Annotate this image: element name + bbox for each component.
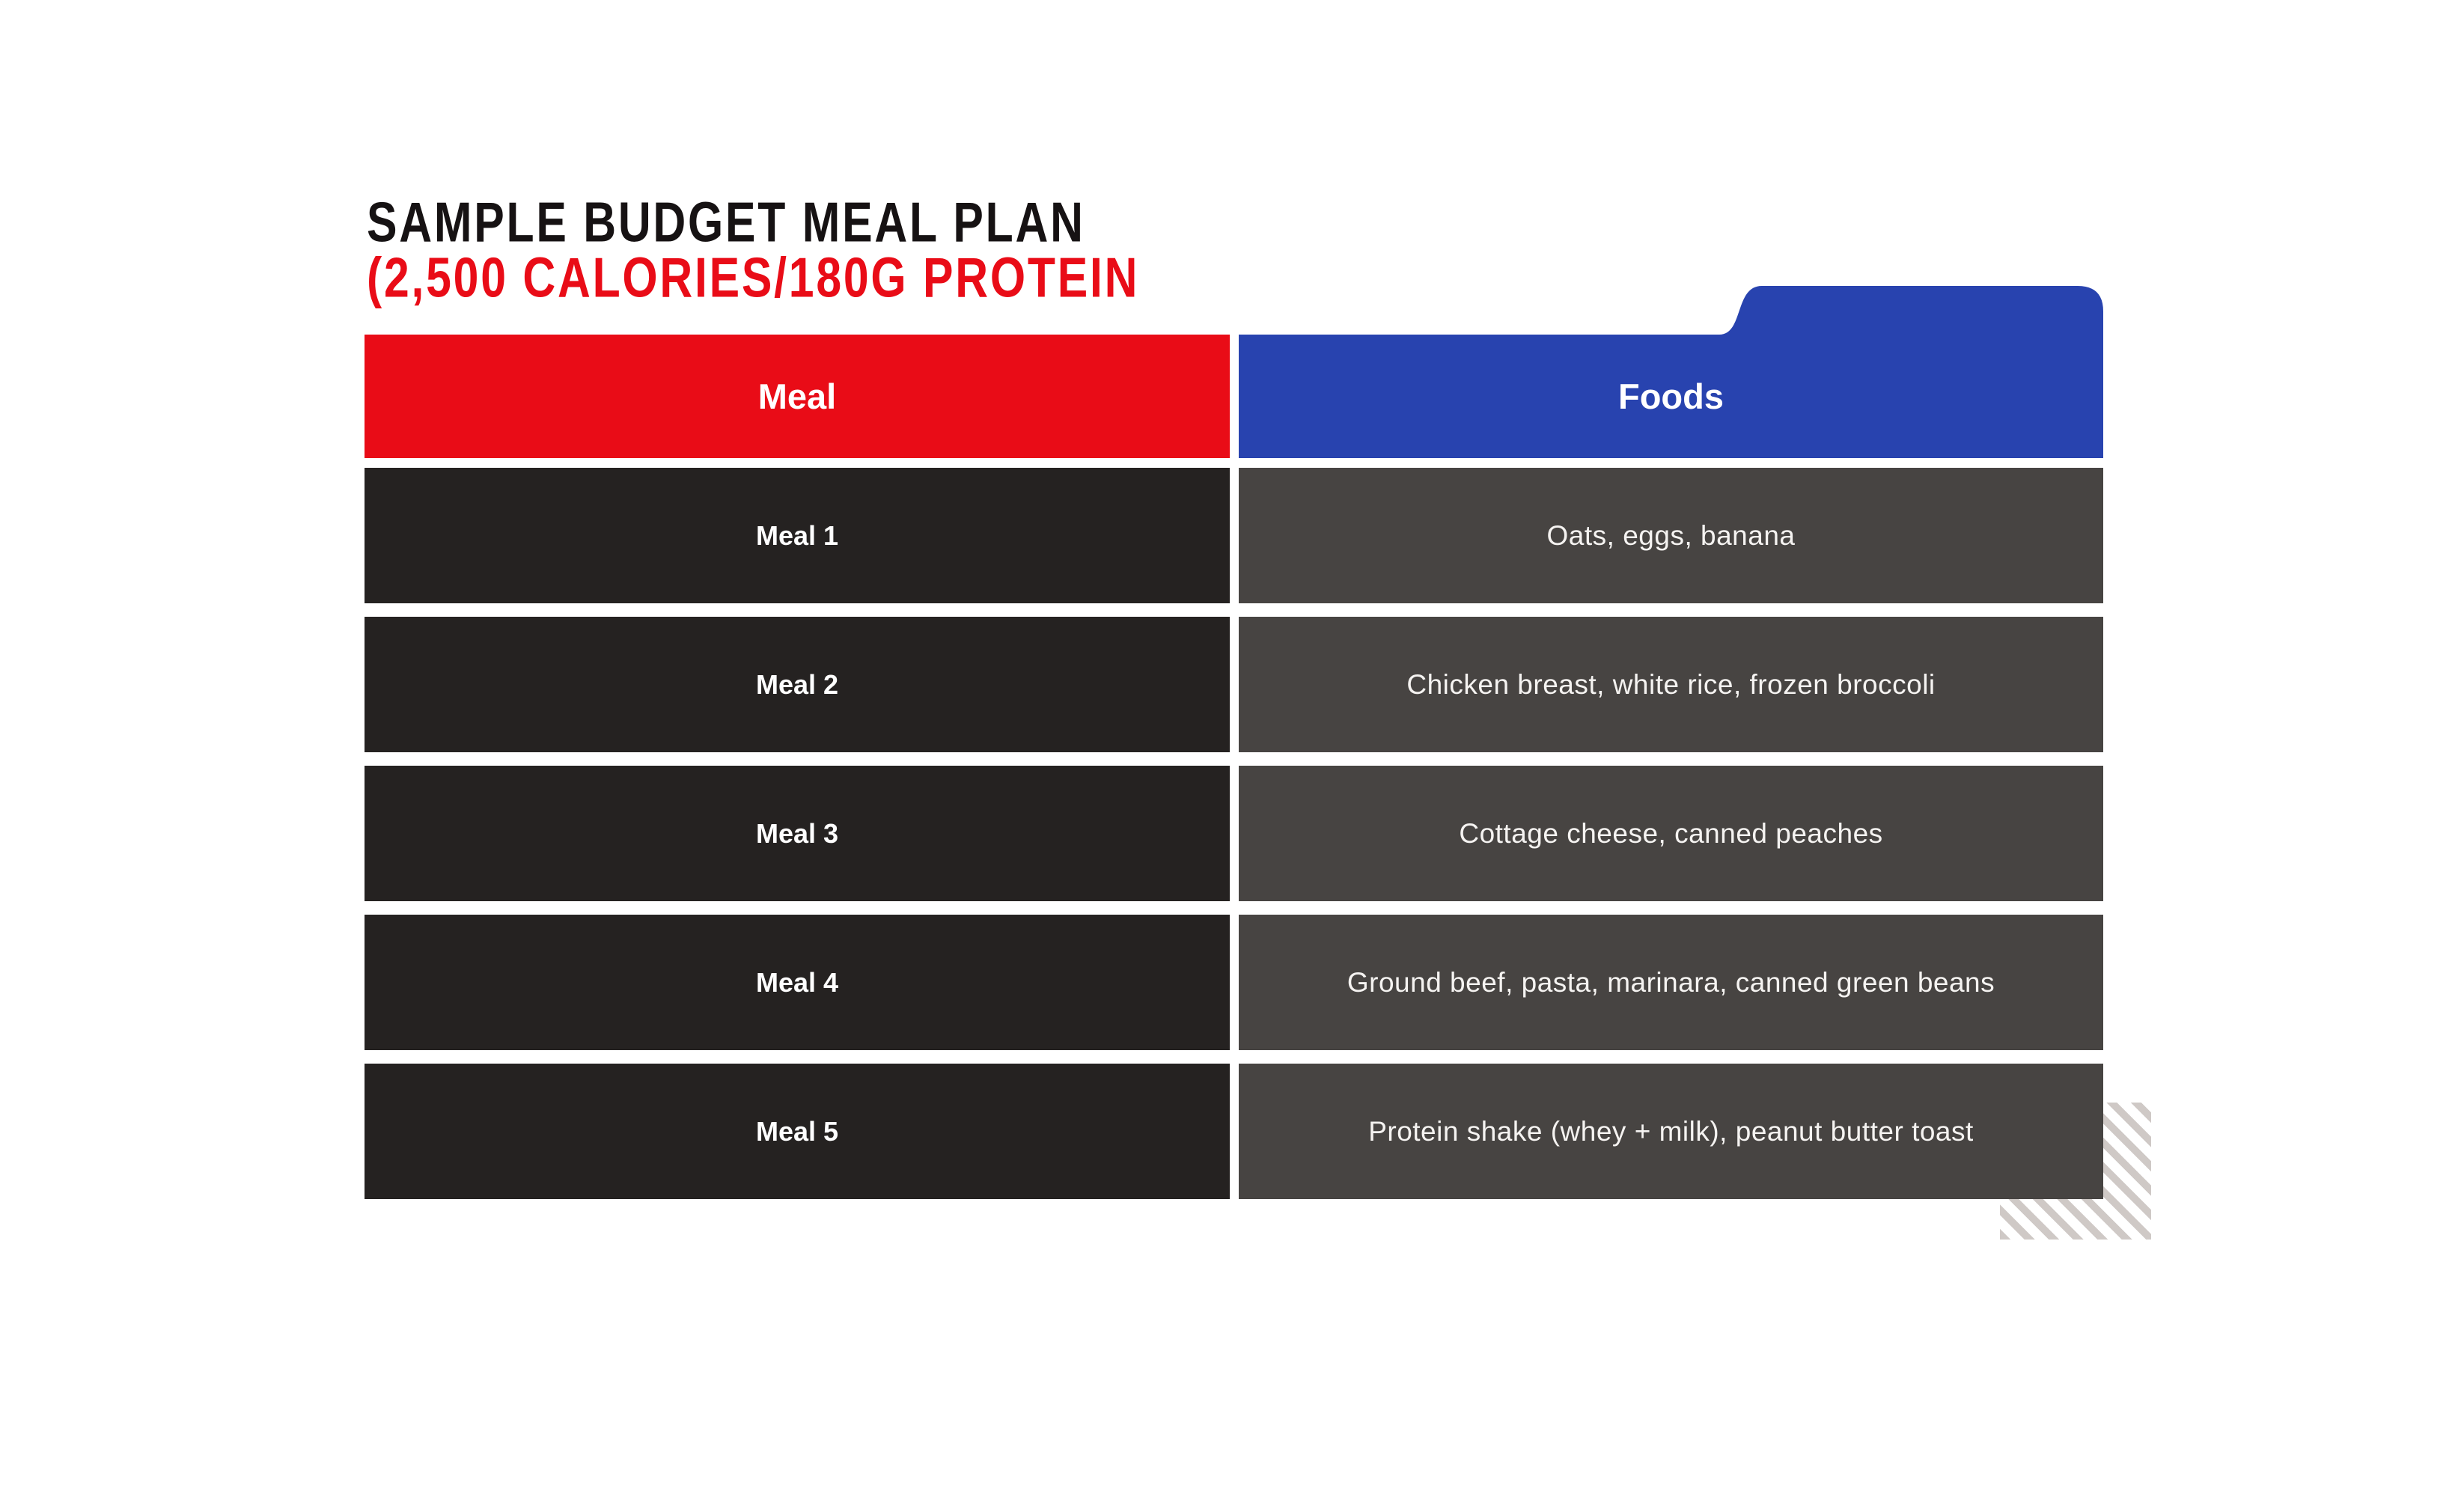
meal-cell: Meal 2 [365, 617, 1230, 752]
page-title-text: SAMPLE BUDGET MEAL PLAN [367, 190, 1085, 254]
meal-cell: Meal 3 [365, 766, 1230, 901]
meal-cell: Meal 5 [365, 1064, 1230, 1199]
table-header-row: Meal Foods [365, 286, 2103, 458]
page-subtitle-text: (2,500 CALORIES/180G PROTEIN [367, 246, 1140, 309]
meal-column-header-label: Meal [757, 376, 837, 416]
table-row: Meal 3 Cottage cheese, canned peaches [365, 766, 2103, 901]
foods-cell: Oats, eggs, banana [1239, 468, 2103, 603]
page-title: SAMPLE BUDGET MEAL PLAN [367, 194, 1207, 256]
page-subtitle: (2,500 CALORIES/180G PROTEIN [367, 249, 1207, 311]
meal-column-header: Meal [365, 335, 1230, 458]
foods-column-header-label: Foods [1618, 376, 1724, 416]
foods-cell: Cottage cheese, canned peaches [1239, 766, 2103, 901]
table-body: Meal 1 Oats, eggs, banana Meal 2 Chicken… [365, 468, 2103, 1199]
meal-cell: Meal 1 [365, 468, 1230, 603]
table-row: Meal 1 Oats, eggs, banana [365, 468, 2103, 603]
meal-plan-table: Meal Foods Meal 1 Oats, eggs, banana Mea… [365, 286, 2103, 1199]
meal-cell: Meal 4 [365, 915, 1230, 1050]
foods-cell: Ground beef, pasta, marinara, canned gre… [1239, 915, 2103, 1050]
foods-cell: Chicken breast, white rice, frozen brocc… [1239, 617, 2103, 752]
foods-cell: Protein shake (whey + milk), peanut butt… [1239, 1064, 2103, 1199]
title-block: SAMPLE BUDGET MEAL PLAN (2,500 CALORIES/… [367, 194, 1207, 311]
table-row: Meal 2 Chicken breast, white rice, froze… [365, 617, 2103, 752]
folder-tab-path [1239, 286, 2103, 458]
foods-column-header: Foods [1239, 286, 2103, 458]
table-row: Meal 5 Protein shake (whey + milk), pean… [365, 1064, 2103, 1199]
table-row: Meal 4 Ground beef, pasta, marinara, can… [365, 915, 2103, 1050]
folder-tab-shape [1239, 286, 2103, 458]
